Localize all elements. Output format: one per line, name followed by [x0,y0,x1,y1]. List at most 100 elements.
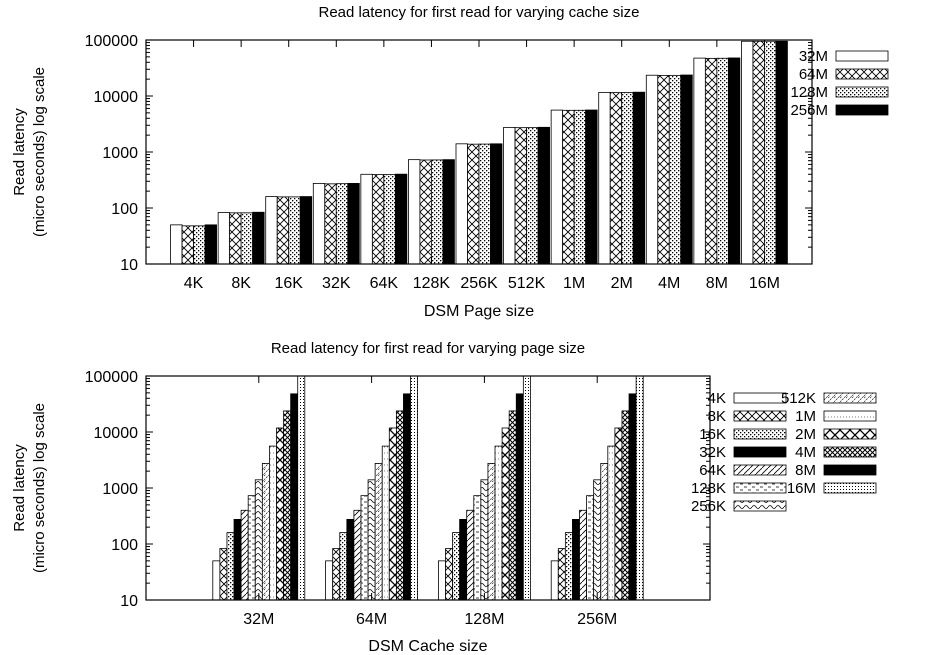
chart2-legend-swatch [733,410,787,422]
chart1-bar-32M-16M [741,40,754,265]
chart1-bar-256M-4M [680,74,693,265]
chart1-bar-256M-128K [442,159,455,265]
chart1-x-tick-label: 8M [706,275,728,292]
chart2-legend-label: 32K [699,444,726,461]
chart2-bar-1M-256M [607,445,616,601]
chart2-bar-4M-128M [508,410,517,601]
chart2-x-tick-label: 32M [243,611,274,628]
chart2-legend-swatch [733,428,787,440]
chart2-bar-8K-256M [557,548,566,601]
chart1-y-axis-label: Read latency [11,108,28,196]
chart2-bar-8M-128M [515,393,524,601]
chart1-x-tick-label: 32K [322,275,351,292]
chart2-legend-swatch [733,392,787,404]
chart2-bar-512K-256M [600,462,609,601]
chart1-legend-swatch [835,68,889,80]
chart2-bar-512K-32M [261,462,270,601]
chart2-bar-16K-128M [452,532,461,601]
chart2-legend-label: 2M [795,426,816,443]
chart2-bar-4K-32M [212,560,221,601]
chart1-bar-256M-16K [299,196,313,265]
chart2-bar-16K-64M [339,532,348,601]
chart2-legend-label: 8M [795,462,816,479]
chart2-legend-swatch [823,410,877,422]
chart2-bar-64K-64M [353,509,362,601]
chart2-bar-512K-64M [374,462,383,601]
chart2-bar-64K-32M [240,509,249,601]
chart2-bar-128K-256M [586,495,595,601]
chart1-bar-64M-128K [419,159,432,265]
chart1-bar-64M-1M [562,109,575,265]
chart1-title: Read latency for first read for varying … [319,4,640,21]
chart1-x-tick-label: 8K [231,275,251,292]
chart2-bar-4K-128M [437,560,446,601]
chart2-x-tick-label: 64M [356,611,387,628]
chart1-legend-swatch [835,104,889,116]
chart2-bar-32K-32M [233,518,242,601]
chart1-x-tick-label: 4K [184,275,204,292]
chart2-bar-32K-64M [346,518,355,601]
chart1-bar-128M-16M [764,40,777,265]
chart1-legend-swatch [835,50,889,62]
chart2-bar-32K-256M [572,518,580,601]
chart2-legend-label: 1M [795,408,816,425]
chart1-x-tick-label: 16M [749,275,780,292]
chart1-bar-32M-8M [693,57,706,265]
chart1-bar-256M-8K [252,211,265,265]
chart2-legend-swatch [823,482,877,494]
chart2-bar-256K-64M [367,479,376,601]
chart2-plot-frame [145,375,711,601]
chart2-bar-128K-32M [247,495,256,601]
chart1-y-tick-label: 100 [111,201,138,218]
chart2-legend-label: 4M [795,444,816,461]
chart1-bar-128M-128K [431,159,444,265]
chart1-y-axis-label: (micro seconds) log scale [31,67,48,237]
chart2-bar-128K-128M [473,495,482,601]
chart1-bar-64M-64K [371,174,385,265]
chart1-y-tick-label: 1000 [102,145,138,162]
chart2-legend-swatch [823,392,877,404]
chart1-bar-32M-64K [360,173,373,265]
chart2-bar-8K-64M [332,548,341,601]
chart1-bar-128M-512K [526,127,539,265]
chart1-x-tick-label: 16K [274,275,303,292]
chart2-legend-label: 128K [691,480,726,497]
chart2-bar-128K-64M [360,495,369,601]
chart2-bar-8K-32M [219,548,228,601]
chart1-x-tick-label: 64K [370,275,399,292]
chart1-bar-64M-8K [229,212,242,265]
chart2-legend-swatch [823,464,877,476]
chart2-bar-8M-64M [403,393,411,601]
chart1-legend-label: 128M [790,84,828,101]
chart2-title: Read latency for first read for varying … [271,340,585,357]
chart1-bar-64M-512K [514,127,527,265]
chart1-legend-label: 64M [799,66,828,83]
chart1-bar-256M-16M [775,40,788,265]
chart2-legend-swatch [733,500,787,512]
chart1-bar-32M-16K [265,196,278,265]
chart2-legend-label: 16K [699,426,726,443]
chart2-bar-16M-32M [297,375,306,601]
chart1-bar-128M-32K [335,183,349,265]
chart2-y-tick-label: 100000 [85,369,138,386]
chart2-bar-1M-64M [381,445,390,601]
chart1-bar-64M-8M [704,57,718,265]
chart1-bar-128M-8K [240,212,254,265]
chart2-legend-swatch [823,428,877,440]
chart1-bar-32M-2M [598,91,611,265]
chart2-bar-64K-128M [466,509,475,601]
chart1-bar-128M-256K [478,143,491,265]
chart1-bar-256M-8M [727,57,741,265]
chart2-legend-swatch [733,446,787,458]
chart2-bar-8K-128M [445,548,453,601]
chart2-bar-512K-128M [487,462,496,601]
chart2-y-tick-label: 1000 [102,481,138,498]
chart1-bar-256M-4K [204,224,217,265]
chart1-bar-128M-4M [668,74,682,265]
chart1-bar-128M-16K [288,196,301,265]
chart1-x-tick-label: 1M [563,275,585,292]
chart1-bar-64M-32K [324,183,337,265]
chart1-bar-256M-256K [490,143,503,265]
chart1-bar-32M-4M [645,74,659,265]
chart1-y-tick-label: 10000 [94,89,139,106]
